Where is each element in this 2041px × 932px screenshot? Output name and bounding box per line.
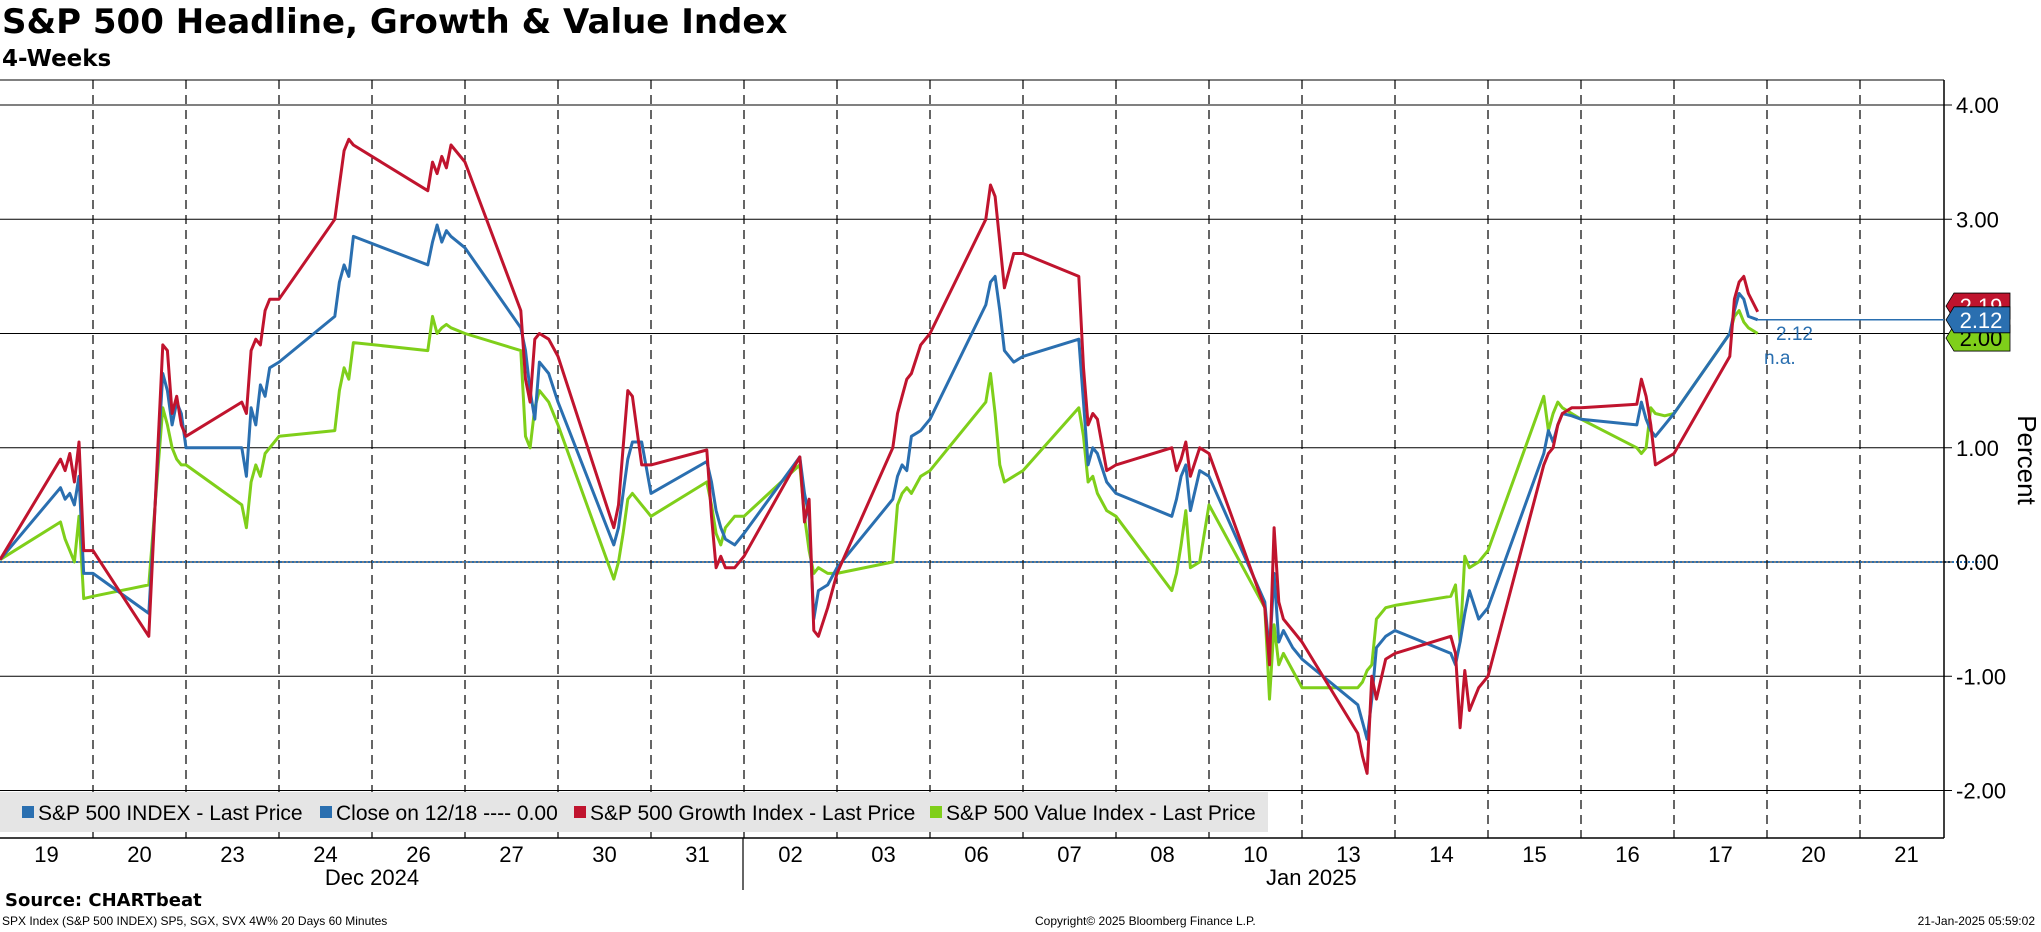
- y-tick-label: 4.00: [1956, 93, 1999, 118]
- legend-swatch-growth: [574, 806, 586, 818]
- y-tick-label: 1.00: [1956, 436, 1999, 461]
- footer-ticker-info: SPX Index (S&P 500 INDEX) SP5, SGX, SVX …: [2, 914, 388, 928]
- x-tick-label: 02: [778, 842, 802, 867]
- x-tick-label: 10: [1243, 842, 1267, 867]
- x-tick-label: 24: [313, 842, 337, 867]
- legend-label-value: S&P 500 Value Index - Last Price: [946, 802, 1256, 825]
- x-tick-label: 03: [871, 842, 895, 867]
- footer-timestamp: 21-Jan-2025 05:59:02: [1917, 914, 2035, 928]
- legend-swatch-headline: [22, 806, 34, 818]
- y-tick-label: 0.00: [1956, 550, 1999, 575]
- x-tick-label: 21: [1894, 842, 1918, 867]
- chart-subtitle: 4-Weeks: [2, 46, 112, 72]
- series-layer: [0, 137, 1760, 775]
- x-tick-label: 31: [685, 842, 709, 867]
- series-line-growth: [0, 137, 1760, 775]
- last-value-tag-headline: [1945, 306, 2011, 334]
- x-tick-label: 23: [220, 842, 244, 867]
- x-tick-label: 17: [1708, 842, 1732, 867]
- x-tick-label: 20: [1801, 842, 1825, 867]
- x-tick-label: 13: [1336, 842, 1360, 867]
- legend-swatch-reference: [320, 806, 332, 818]
- legend-label-headline: S&P 500 INDEX - Last Price: [38, 802, 303, 825]
- series-line-value: [0, 309, 1759, 701]
- legend-background: [0, 792, 1268, 832]
- x-tick-label: 20: [127, 842, 151, 867]
- series-line-headline: [0, 223, 1759, 741]
- last-value-tags: 2.192.002.122.12n.a.: [1757, 292, 2011, 369]
- x-tick-label: 06: [964, 842, 988, 867]
- legend-swatch-value: [930, 806, 942, 818]
- y-tick-label: 3.00: [1956, 207, 1999, 232]
- x-tick-label: 07: [1057, 842, 1081, 867]
- y-axis-title: Percent: [2012, 415, 2041, 505]
- x-tick-label: 14: [1429, 842, 1453, 867]
- x-month-label: Dec 2024: [325, 865, 419, 890]
- legend-label-reference: Close on 12/18 ---- 0.00: [336, 802, 558, 825]
- x-tick-label: 26: [406, 842, 430, 867]
- annotation-na: n.a.: [1764, 348, 1796, 369]
- y-tick-label: -2.00: [1956, 779, 2006, 804]
- legend-label-growth: S&P 500 Growth Index - Last Price: [590, 802, 915, 825]
- last-value-tag-label-headline: 2.12: [1960, 308, 2003, 333]
- x-tick-label: 15: [1522, 842, 1546, 867]
- source-note: Source: CHARTbeat: [5, 890, 202, 911]
- legend: S&P 500 INDEX - Last Price Close on 12/18…: [0, 792, 1268, 832]
- grid: [0, 79, 1984, 838]
- x-tick-label: 30: [592, 842, 616, 867]
- x-tick-label: 27: [499, 842, 523, 867]
- y-tick-label: -1.00: [1956, 664, 2006, 689]
- x-axis: 19 20 23 24 26 27 30 31 02 03 06 07 08 10 13 14 15 16 17 20…: [0, 837, 1944, 890]
- x-tick-label: 19: [34, 842, 58, 867]
- chart-title: S&P 500 Headline, Growth & Value Index: [2, 2, 788, 42]
- x-tick-label: 08: [1150, 842, 1174, 867]
- annotation-value: 2.12: [1776, 324, 1813, 345]
- footer-copyright: Copyright© 2025 Bloomberg Finance L.P.: [1035, 914, 1256, 928]
- x-month-label: Jan 2025: [1266, 865, 1357, 890]
- x-tick-label: 16: [1615, 842, 1639, 867]
